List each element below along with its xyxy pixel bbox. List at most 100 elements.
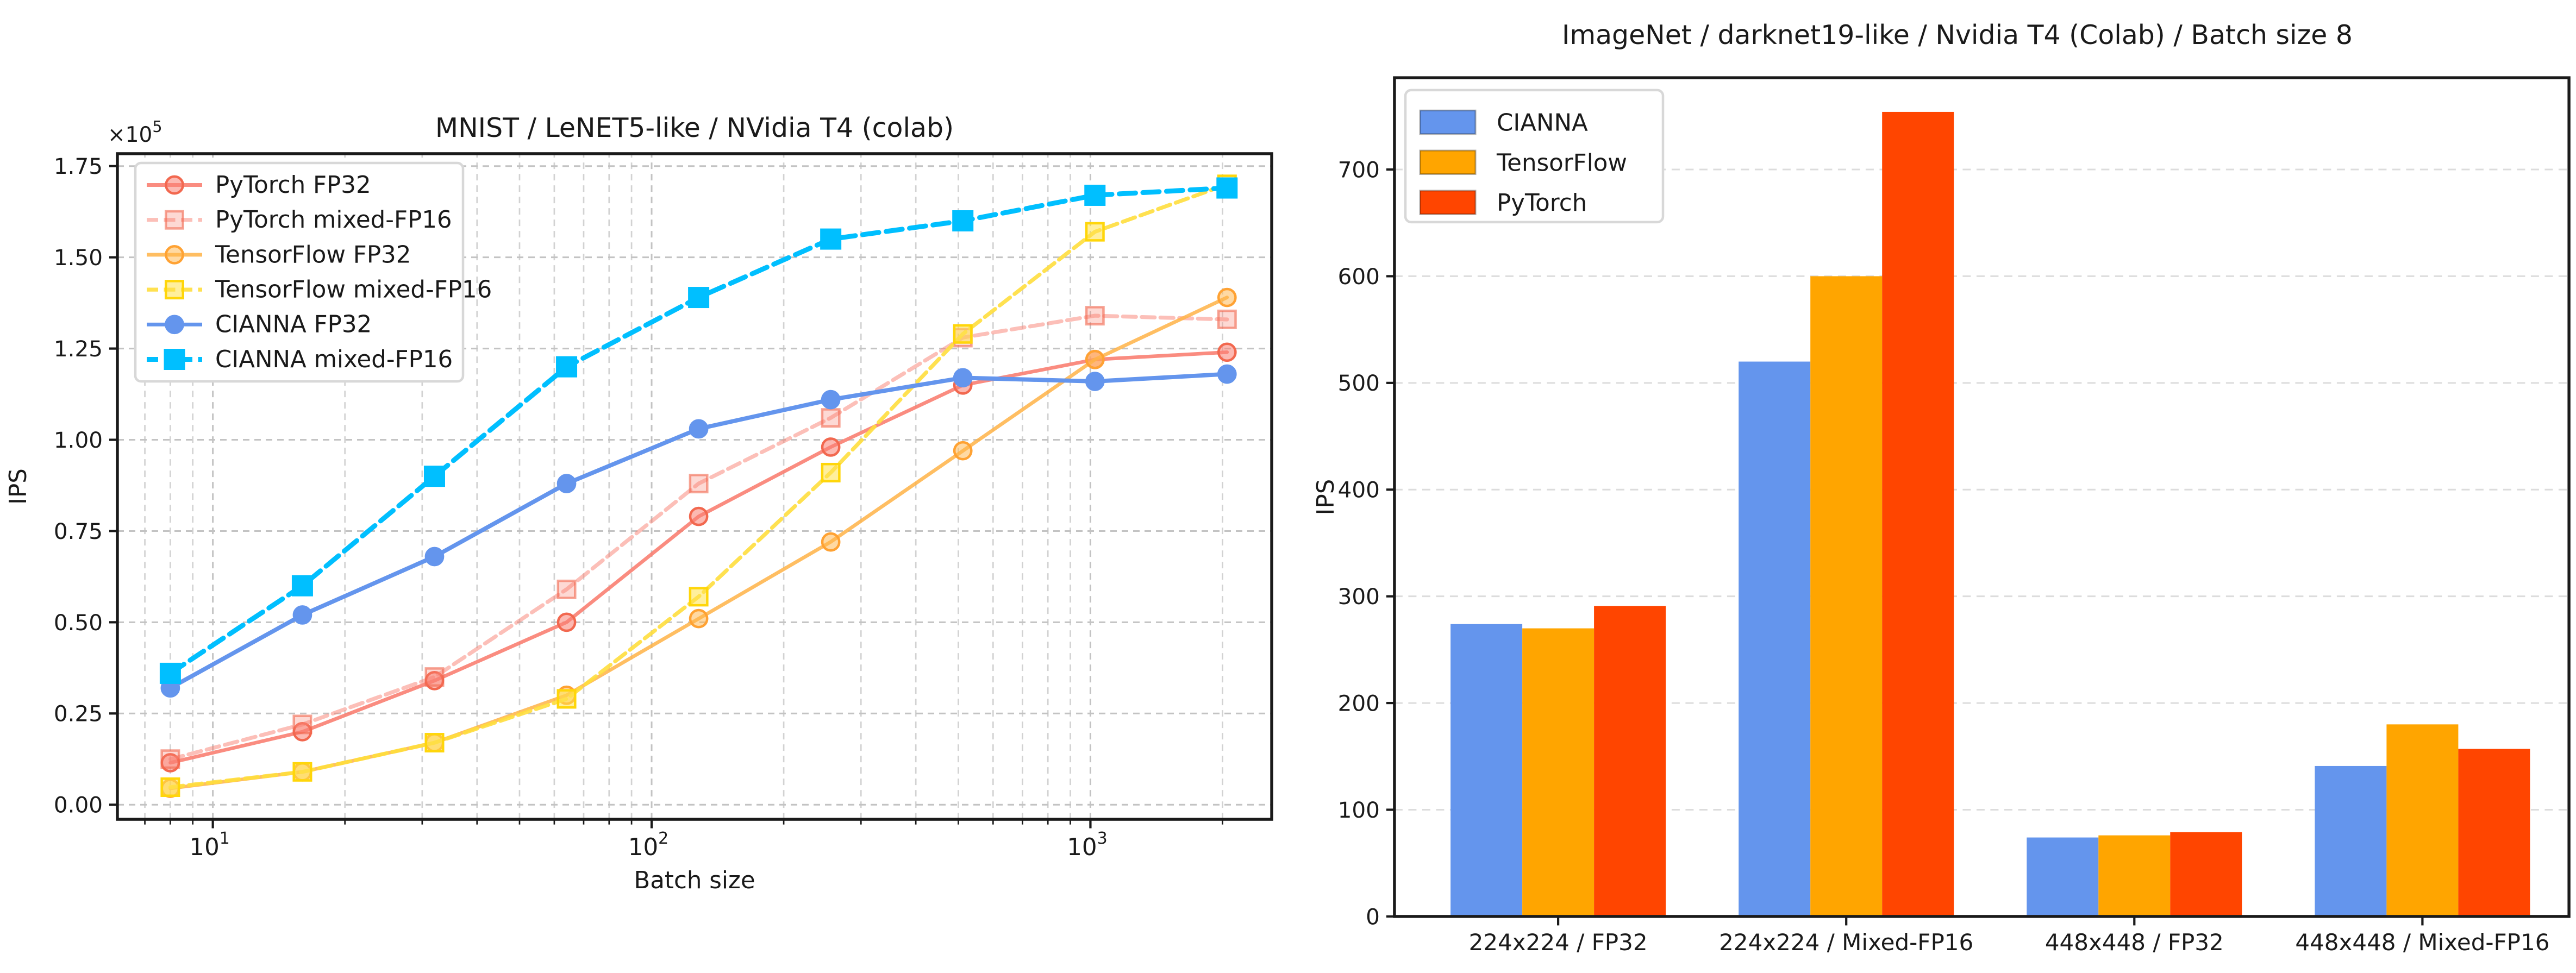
data-point-marker (1084, 184, 1106, 206)
legend-label: CIANNA (1497, 110, 1588, 137)
legend-item: PyTorch mixed-FP16 (147, 206, 452, 234)
data-point-marker (292, 605, 312, 625)
data-point-marker (821, 437, 841, 457)
left-x-axis-label: Batch size (634, 867, 755, 894)
data-point-marker (557, 612, 577, 632)
data-point-marker (1217, 342, 1237, 362)
legend-label: PyTorch (1497, 190, 1587, 217)
y-tick-label: 1.75 (54, 153, 103, 179)
series-pytorch-mixed-fp16 (160, 306, 1237, 769)
bar-cianna-0 (1450, 624, 1523, 916)
y-tick-label: 200 (1338, 690, 1380, 716)
y-tick-label: 500 (1338, 370, 1380, 396)
left-chart: 0.00 0.25 0.50 0.75 1.00 1.25 1.50 1.75 101 102 10… (5, 112, 1273, 894)
bar-series-tensorflow (1522, 276, 2459, 916)
x-category-label: 224x224 / FP32 (1469, 929, 1648, 956)
series-cianna-mixed-fp16 (159, 177, 1238, 684)
data-point-marker (689, 506, 709, 526)
bar-pytorch-2 (2170, 832, 2242, 916)
data-point-marker (424, 547, 445, 567)
data-point-marker (557, 474, 577, 493)
y-tick-label: 1.25 (54, 336, 103, 362)
bar-tensorflow-2 (2098, 835, 2171, 916)
bar-cianna-2 (2027, 837, 2099, 916)
data-point-marker (821, 408, 841, 428)
legend-label: TensorFlow FP32 (215, 241, 411, 268)
legend-item: TensorFlow FP32 (147, 241, 411, 268)
data-point-marker (1085, 349, 1105, 369)
data-point-marker (557, 579, 577, 599)
left-ticks: 0.00 0.25 0.50 0.75 1.00 1.25 1.50 1.75 101 102 10… (54, 153, 1223, 861)
y-tick-label: 400 (1338, 477, 1380, 503)
data-point-marker (688, 287, 710, 309)
x-tick-label: 102 (628, 829, 668, 861)
bar-tensorflow-0 (1522, 628, 1595, 916)
right-legend: CIANNA TensorFlow PyTorch (1404, 89, 1665, 224)
y-tick-label: 0.25 (54, 701, 103, 727)
data-point-marker (1085, 222, 1105, 242)
legend-label: TensorFlow (1496, 149, 1627, 177)
x-tick-label: 103 (1067, 829, 1107, 861)
data-point-marker (1217, 287, 1237, 307)
legend-marker (165, 210, 184, 230)
right-y-axis-label: IPS (1312, 479, 1340, 516)
series-line-pytorch-mixed-fp16 (168, 313, 1229, 761)
data-point-marker (821, 462, 841, 482)
data-point-marker (689, 419, 709, 439)
bar-cianna-3 (2315, 765, 2387, 916)
y-tick-label: 100 (1338, 797, 1380, 823)
data-point-marker (292, 762, 312, 782)
x-tick-label: 101 (189, 829, 229, 861)
y-axis-offset-label: ×105 (108, 118, 162, 147)
bar-tensorflow-1 (1810, 276, 1883, 916)
legend-color-patch (1419, 190, 1477, 215)
data-point-marker (952, 210, 974, 231)
bar-tensorflow-3 (2386, 724, 2459, 916)
bar-cianna-1 (1739, 361, 1811, 916)
left-grid (117, 153, 1272, 820)
data-point-marker (1217, 309, 1237, 329)
legend-label: PyTorch mixed-FP16 (215, 206, 452, 234)
right-chart-title: ImageNet / darknet19-like / Nvidia T4 (C… (1562, 20, 2353, 51)
data-point-marker (292, 714, 312, 735)
legend-marker (164, 349, 185, 370)
data-point-marker (424, 733, 445, 753)
bar-pytorch-3 (2458, 749, 2530, 916)
y-tick-label: 1.00 (54, 427, 103, 453)
bar-pytorch-1 (1882, 111, 1954, 916)
bar-series-cianna (1450, 361, 2387, 916)
bar-pytorch-0 (1594, 606, 1666, 916)
bar-series-pytorch (1594, 111, 2530, 916)
legend-marker (165, 280, 184, 300)
data-point-marker (1085, 372, 1105, 391)
series-pytorch-fp32 (160, 342, 1237, 773)
legend-marker (165, 175, 184, 195)
y-tick-label: 0 (1366, 903, 1380, 930)
right-ticks: 0 100 200 300 400 500 600 700 224x224 / FP32 224x… (1338, 156, 2550, 956)
y-tick-label: 0.00 (54, 792, 103, 818)
legend-color-patch (1419, 109, 1477, 135)
data-point-marker (159, 662, 181, 684)
y-tick-label: 300 (1338, 583, 1380, 610)
data-point-marker (160, 749, 180, 769)
right-axes-box (1393, 76, 2571, 918)
data-point-marker (1216, 177, 1238, 199)
left-axes-box (116, 152, 1273, 821)
legend-item: CIANNA mixed-FP16 (147, 346, 453, 373)
legend-label: CIANNA FP32 (215, 311, 372, 338)
legend-marker (165, 315, 184, 335)
data-point-marker (689, 587, 709, 607)
legend-label: PyTorch FP32 (215, 172, 371, 199)
x-category-label: 448x448 / FP32 (2045, 929, 2224, 956)
x-category-label: 224x224 / Mixed-FP16 (1719, 929, 1973, 956)
x-category-label: 448x448 / Mixed-FP16 (2295, 929, 2549, 956)
data-point-marker (423, 466, 445, 487)
legend-item: TensorFlow mixed-FP16 (147, 277, 492, 304)
data-point-marker (1217, 364, 1237, 384)
legend-item: TensorFlow (1419, 149, 1627, 177)
left-chart-title: MNIST / LeNET5-like / NVidia T4 (colab) (435, 112, 954, 143)
data-point-marker (820, 228, 842, 250)
data-point-marker (291, 575, 313, 597)
